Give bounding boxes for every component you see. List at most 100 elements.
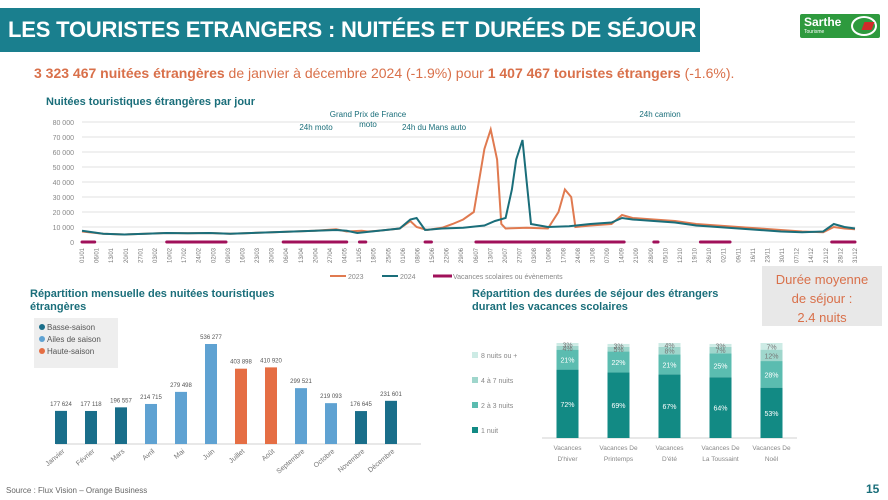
x-tick-label: 06/07	[474, 247, 480, 263]
y-tick-label: 70 000	[53, 135, 75, 142]
x-tick-label: 09/03	[226, 247, 232, 263]
x-tick-label: 09/11	[736, 247, 742, 262]
x-tick-label: 02/11	[722, 247, 728, 262]
segment-value-label: 8%	[664, 349, 674, 356]
x-tick-label: 16/11	[751, 247, 757, 262]
x-tick-label: 17/08	[561, 247, 567, 263]
month-label: Mars	[110, 448, 127, 464]
x-tick-label: 13/04	[299, 247, 305, 263]
segment-1-nuit	[556, 369, 579, 438]
legend-item-haute: Haute-saison	[39, 346, 113, 358]
bar-value-label: 403 898	[230, 360, 252, 366]
category-label-line2: Noël	[765, 456, 779, 463]
legend-swatch	[472, 352, 478, 358]
y-tick-label: 0	[70, 240, 74, 247]
legend-label: 1 nuit	[481, 428, 498, 435]
x-tick-label: 20/04	[313, 247, 319, 263]
stay-chart-title: Répartition des durées de séjour des étr…	[472, 288, 719, 313]
event-annotation: Grand Prix de France	[330, 110, 407, 119]
legend-label: Basse-saison	[47, 323, 96, 332]
y-tick-label: 10 000	[53, 225, 75, 232]
segment-1-nuit	[760, 387, 783, 438]
segment-4-à-7-nuits	[607, 346, 630, 352]
segment-value-label: 12%	[764, 353, 778, 360]
x-tick-label: 28/12	[838, 247, 844, 263]
legend-label: Haute-saison	[47, 347, 95, 356]
x-tick-label: 06/01	[95, 247, 101, 263]
y-tick-label: 50 000	[53, 165, 75, 172]
event-annotation: 24h moto	[299, 123, 333, 132]
x-tick-label: 03/08	[532, 247, 538, 263]
segment-2-à-3-nuits	[760, 361, 783, 388]
segment-value-label: 72%	[560, 402, 574, 409]
segment-1-nuit	[658, 374, 681, 438]
segment-value-label: 21%	[560, 358, 574, 365]
segment-2-à-3-nuits	[556, 349, 579, 370]
monthly-chart-title: Répartition mensuelle des nuitées touris…	[30, 288, 275, 313]
logo-sub: Tourisme	[804, 29, 825, 35]
segment-2-à-3-nuits	[658, 354, 681, 375]
legend-events-label: Vacances scolaires ou évènements	[453, 274, 563, 281]
x-tick-label: 16/03	[240, 247, 246, 263]
bar-janvier	[55, 410, 67, 444]
page-title-banner: LES TOURISTES ETRANGERS : NUITÉES ET DUR…	[0, 8, 700, 52]
legend-2023-label: 2023	[348, 274, 364, 281]
segment-2-à-3-nuits	[607, 351, 630, 373]
month-label: Juin	[202, 448, 216, 462]
x-tick-label: 18/05	[372, 247, 378, 263]
segment-value-label: 53%	[764, 411, 778, 418]
x-tick-label: 24/02	[197, 247, 203, 263]
segment-8-nuits-ou-+	[760, 343, 783, 350]
x-tick-label: 31/08	[590, 247, 596, 263]
x-tick-label: 10/08	[547, 247, 553, 263]
x-tick-label: 08/06	[415, 247, 421, 263]
x-tick-label: 25/05	[386, 247, 392, 263]
month-label: Novembre	[337, 448, 366, 474]
x-tick-label: 06/04	[284, 247, 290, 263]
average-stay-line2: de séjour :	[791, 291, 853, 306]
bar-novembre	[355, 411, 367, 444]
segment-8-nuits-ou-+	[658, 343, 681, 347]
sarthe-logo: Sarthe Tourisme	[800, 14, 880, 38]
x-tick-label: 15/06	[430, 247, 436, 263]
series-line-2024	[81, 139, 856, 236]
source-note: Source : Flux Vision – Orange Business	[6, 486, 148, 495]
x-tick-label: 30/11	[780, 247, 786, 262]
segment-8-nuits-ou-+	[709, 343, 732, 347]
legend-item-ailes: Ailes de saison	[39, 334, 113, 346]
x-tick-label: 10/02	[168, 247, 174, 263]
event-annotation: moto	[359, 120, 377, 129]
segment-value-label: 3%	[613, 343, 623, 350]
x-tick-label: 01/01	[80, 247, 86, 263]
x-tick-label: 29/06	[459, 247, 465, 263]
bar-mars	[115, 407, 127, 444]
x-tick-label: 07/09	[605, 247, 611, 263]
month-label: Février	[75, 448, 97, 468]
segment-4-à-7-nuits	[658, 346, 681, 355]
category-label-line2: D'été	[662, 456, 677, 463]
legend-label: 8 nuits ou +	[481, 353, 517, 360]
x-tick-label: 13/07	[488, 247, 494, 263]
bar-décembre	[385, 400, 397, 444]
bar-value-label: 410 920	[260, 358, 282, 364]
legend-label: Ailes de saison	[47, 335, 101, 344]
segment-value-label: 28%	[764, 372, 778, 379]
x-tick-label: 24/08	[576, 247, 582, 263]
logo-name: Sarthe	[804, 15, 842, 29]
x-tick-label: 23/11	[765, 247, 771, 262]
y-tick-label: 30 000	[53, 195, 75, 202]
x-tick-label: 27/07	[518, 247, 524, 263]
x-tick-label: 21/09	[634, 247, 640, 263]
legend-dot-icon	[39, 324, 45, 330]
stay-duration-stacked-chart: 8 nuits ou + 4 à 7 nuits 2 à 3 nuits 1 nuit…	[472, 342, 797, 463]
monthly-legend: Basse-saison Ailes de saison Haute-saiso…	[34, 318, 118, 368]
event-annotation: 24h camion	[639, 110, 680, 119]
month-label: Juillet	[228, 448, 246, 465]
segment-8-nuits-ou-+	[556, 343, 579, 346]
page-number: 15	[866, 482, 880, 496]
summary-end: (-1.6%).	[680, 65, 735, 81]
monthly-bar-chart: 177 624 Janvier 177 118 Février 196 557 Mars 2…	[44, 335, 421, 476]
x-tick-label: 13/01	[109, 247, 115, 263]
daily-nights-chart: 0 10 000 20 000 30 000 40 000 50 000 60 000 70 …	[53, 110, 859, 281]
segment-value-label: 69%	[611, 403, 625, 410]
